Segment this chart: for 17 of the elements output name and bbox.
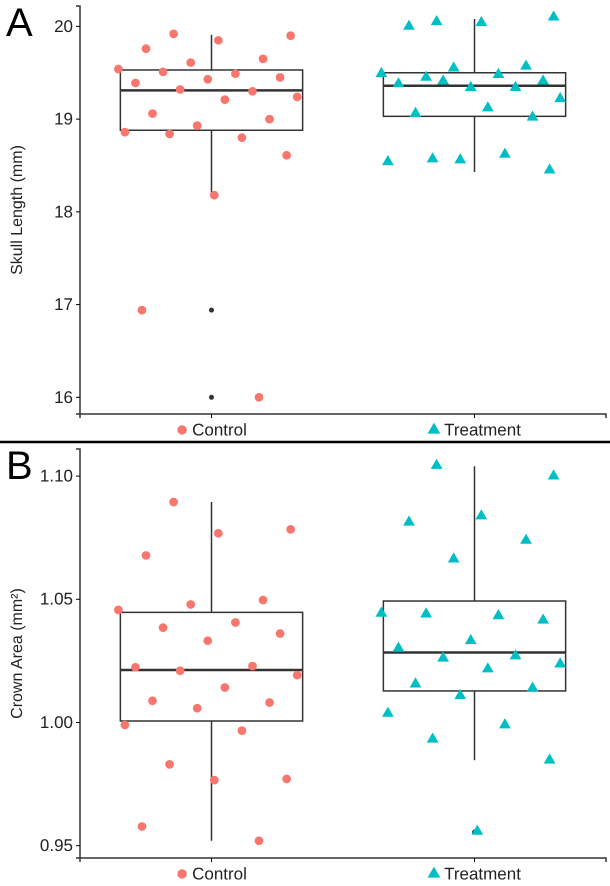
text: A [6,1,33,45]
x-tick-label: Control [192,420,247,440]
y-tick-label: 1.10 [40,466,73,486]
y-axis-title: Crown Area (mm²) [9,588,26,719]
y-tick-label: 0.95 [40,836,73,856]
x-tick-label: Control [192,864,247,884]
x-tick-label: Treatment [444,420,522,440]
y-axis-title: Skull Length (mm) [9,145,26,275]
text: B [6,444,33,488]
y-tick-label: 16 [54,388,73,407]
y-tick-label: 17 [54,295,73,314]
y-tick-label: 19 [54,110,73,129]
y-tick-label: 1.05 [40,590,73,609]
y-tick-label: 1.00 [40,712,73,732]
y-tick-label: 20 [54,16,73,36]
x-tick-label: Treatment [444,864,522,884]
y-tick-label: 18 [54,202,73,222]
